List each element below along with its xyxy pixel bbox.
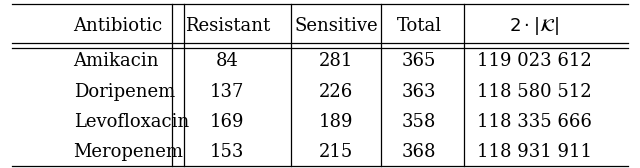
Text: 368: 368 [402,143,436,161]
Text: 358: 358 [402,113,436,131]
Text: 118 931 911: 118 931 911 [477,143,592,161]
Text: 118 335 666: 118 335 666 [477,113,592,131]
Text: Total: Total [397,17,442,35]
Text: Doripenem: Doripenem [74,82,175,101]
Text: 153: 153 [210,143,244,161]
Text: 137: 137 [210,82,244,101]
Text: 118 580 512: 118 580 512 [477,82,592,101]
Text: Meropenem: Meropenem [74,143,184,161]
Text: Levofloxacin: Levofloxacin [74,113,189,131]
Text: 215: 215 [319,143,353,161]
Text: 281: 281 [319,52,353,70]
Text: Resistant: Resistant [184,17,270,35]
Text: Sensitive: Sensitive [294,17,378,35]
Text: 189: 189 [319,113,353,131]
Text: 365: 365 [402,52,436,70]
Text: $2 \cdot |\mathcal{K}|$: $2 \cdot |\mathcal{K}|$ [509,15,560,37]
Text: Amikacin: Amikacin [74,52,159,70]
Text: 119 023 612: 119 023 612 [477,52,592,70]
Text: Antibiotic: Antibiotic [74,17,163,35]
Text: 84: 84 [216,52,239,70]
Text: 363: 363 [402,82,436,101]
Text: 226: 226 [319,82,353,101]
Text: 169: 169 [210,113,244,131]
